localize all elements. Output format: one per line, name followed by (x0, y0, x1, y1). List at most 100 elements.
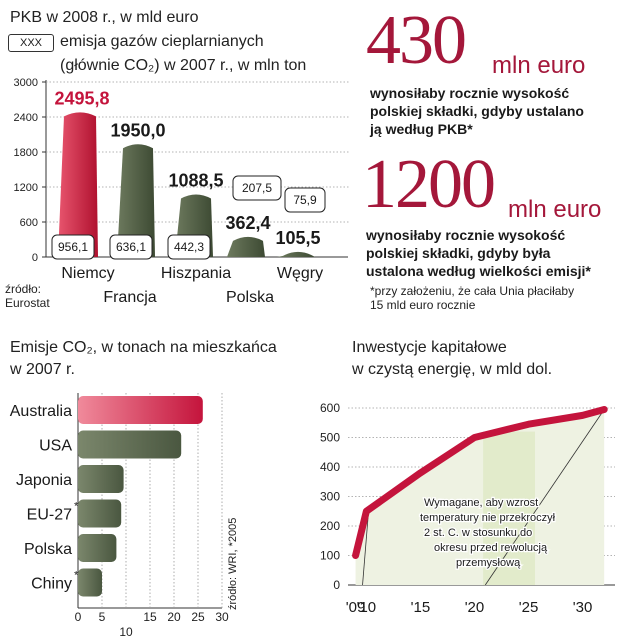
emission-box (167, 234, 211, 260)
category-label: Hiszpania (161, 265, 231, 282)
y-tick-label: 100 (320, 549, 340, 563)
x-tick-label: '09 (346, 599, 366, 616)
y-tick-label: 500 (320, 431, 340, 445)
y-tick-label: 2400 (14, 112, 38, 124)
bar-value-label: 105,5 (275, 228, 320, 248)
highlight-band (483, 431, 536, 585)
bar-węgry (277, 251, 315, 257)
chart2-source: źródło: WRI, *2005 (227, 518, 239, 610)
chart2-title-line-2: w 2007 r. (10, 361, 75, 378)
category-label: Japonia (16, 472, 72, 489)
guide-line (484, 409, 605, 586)
category-label: Australia (10, 403, 72, 420)
bar-value-label: 362,4 (225, 213, 270, 233)
footnote-line-1: *przy założeniu, że cała Unia płaciłaby (370, 284, 575, 298)
footnote-line-2: 15 mld euro rocznie (370, 298, 476, 312)
x-tick-label: '30 (573, 599, 593, 616)
bar-polska (227, 236, 265, 257)
category-mark: * (74, 501, 79, 513)
x-tick-label: '25 (519, 599, 539, 616)
chart1-title-line-3: (głównie CO₂) w 2007 r., w mln ton (60, 57, 307, 74)
x-tick-label: '15 (411, 599, 431, 616)
annotation-line: przemysłową (456, 557, 521, 569)
y-tick-label: 600 (20, 217, 38, 229)
emission-box (51, 234, 95, 260)
category-label: Chiny (31, 576, 72, 593)
category-label: Francja (103, 289, 156, 306)
chart3-title-line-2: w czystą energię, w mld dol. (352, 361, 553, 378)
emission-box (109, 234, 153, 260)
investment-line (352, 405, 608, 559)
x-tick-label: 20 (167, 610, 181, 624)
category-label: Węgry (277, 265, 323, 282)
y-tick-label: 400 (320, 460, 340, 474)
callout-2-text-2: polskiej składki, gdyby była (366, 245, 551, 261)
emission-value-label: 636,1 (116, 240, 146, 254)
bar-value-label: 1088,5 (168, 171, 223, 191)
callout-2-text-3: ustalona według wielkości emisji* (366, 263, 591, 279)
category-mark: * (74, 570, 79, 582)
y-tick-label: 1200 (14, 182, 38, 194)
callout-2-number: 1200 (362, 146, 496, 223)
callout-2-text-1: wynosiłaby rocznie wysokość (366, 227, 566, 243)
category-label: Polska (24, 541, 72, 558)
bar-usa (78, 430, 182, 459)
y-tick-label: 0 (333, 578, 340, 592)
y-tick-label: 0 (32, 252, 38, 264)
annotation-line: okresu przed rewolucją (434, 542, 548, 554)
emission-value-label: 75,9 (293, 193, 317, 207)
callout-1-unit: mln euro (492, 52, 586, 79)
category-label: Niemcy (61, 265, 114, 282)
chart3-title-line-1: Inwestycje kapitałowe (352, 339, 507, 356)
y-tick-label: 300 (320, 490, 340, 504)
callout-1-text-2: polskiej składki, gdyby ustalano (370, 103, 584, 119)
callout-2-unit: mln euro (508, 196, 602, 223)
legend-emission-box: XXX (8, 34, 54, 52)
category-label: EU-27 (27, 507, 72, 524)
x-tick-label: '10 (357, 599, 377, 616)
emission-value-label: 442,3 (174, 240, 204, 254)
bar-francja (117, 144, 155, 257)
callout-1-text-1: wynosiłaby rocznie wysokość (370, 85, 570, 101)
emission-value-label: 207,5 (242, 181, 272, 195)
x-tick-label: 5 (99, 610, 106, 624)
annotation-line: 2 st. C. w stosunku do (424, 527, 532, 539)
chart1-source-line-1: źródło: (5, 282, 42, 296)
y-tick-label: 3000 (14, 77, 38, 89)
annotation-line: Wymagane, aby wzrost (424, 497, 538, 509)
callout-1-number: 430 (366, 2, 467, 79)
bar-value-label: 1950,0 (110, 120, 165, 140)
bar-value-label: 2495,8 (54, 88, 109, 108)
emission-value-label: 956,1 (58, 240, 88, 254)
bar-australia (78, 396, 203, 424)
x-tick-label: 30 (215, 610, 229, 624)
y-tick-label: 1800 (14, 147, 38, 159)
x-tick-label: '20 (465, 599, 485, 616)
x-tick-label: 10 (119, 625, 133, 639)
y-tick-label: 600 (320, 401, 340, 415)
emission-box (284, 187, 326, 213)
bar-chiny (78, 568, 102, 597)
chart1-title-line-1: PKB w 2008 r., w mld euro (10, 9, 199, 26)
chart1-title-line-2: emisja gazów cieplarnianych (60, 33, 264, 50)
y-tick-label: 200 (320, 519, 340, 533)
bar-niemcy (58, 112, 98, 257)
category-label: Polska (226, 289, 274, 306)
annotation-line: temperatury nie przekroczył (420, 512, 556, 524)
bar-japonia (78, 465, 124, 493)
emission-box (232, 175, 282, 201)
chart2-title-line-1: Emisje CO₂, w tonach na mieszkańca (10, 339, 277, 356)
chart1-source-line-2: Eurostat (5, 296, 50, 310)
x-tick-label: 15 (143, 610, 157, 624)
area-under-line (355, 409, 605, 585)
guide-line (362, 511, 369, 586)
x-tick-label: 0 (75, 610, 82, 624)
bar-polska (78, 534, 117, 562)
callout-1-text-3: ją według PKB* (370, 121, 473, 137)
investment-chart: 600 500 400 300 200 100 0 '09'10 '15 '20 '25 '30 Wym… (320, 401, 615, 616)
bar-eu-27 (78, 499, 122, 528)
x-tick-label: 25 (191, 610, 205, 624)
